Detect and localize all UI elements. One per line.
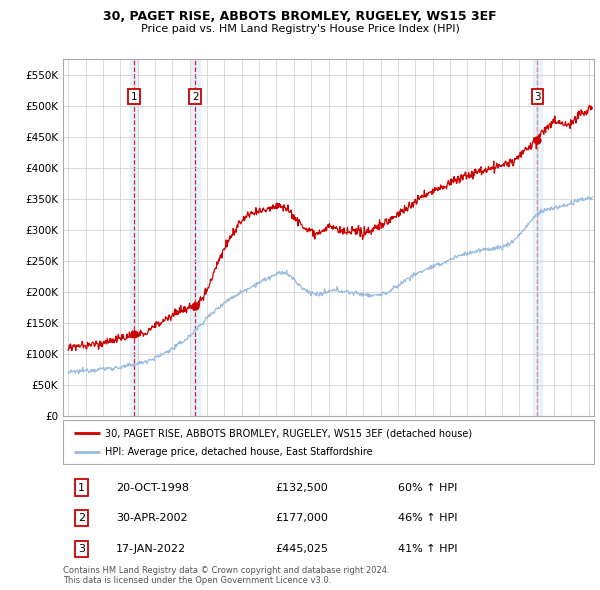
Bar bbox=[191, 59, 200, 416]
FancyBboxPatch shape bbox=[63, 420, 594, 464]
Text: £445,025: £445,025 bbox=[275, 544, 328, 554]
Text: Contains HM Land Registry data © Crown copyright and database right 2024.: Contains HM Land Registry data © Crown c… bbox=[63, 566, 389, 575]
Text: 60% ↑ HPI: 60% ↑ HPI bbox=[398, 483, 457, 493]
Text: £177,000: £177,000 bbox=[275, 513, 328, 523]
Text: HPI: Average price, detached house, East Staffordshire: HPI: Average price, detached house, East… bbox=[106, 447, 373, 457]
Text: 41% ↑ HPI: 41% ↑ HPI bbox=[398, 544, 457, 554]
Text: 30, PAGET RISE, ABBOTS BROMLEY, RUGELEY, WS15 3EF: 30, PAGET RISE, ABBOTS BROMLEY, RUGELEY,… bbox=[103, 10, 497, 23]
Text: 30-APR-2002: 30-APR-2002 bbox=[116, 513, 188, 523]
Text: 1: 1 bbox=[78, 483, 85, 493]
Text: 30, PAGET RISE, ABBOTS BROMLEY, RUGELEY, WS15 3EF (detached house): 30, PAGET RISE, ABBOTS BROMLEY, RUGELEY,… bbox=[106, 428, 473, 438]
Text: 3: 3 bbox=[534, 91, 541, 101]
Text: 46% ↑ HPI: 46% ↑ HPI bbox=[398, 513, 457, 523]
Text: 3: 3 bbox=[78, 544, 85, 554]
Bar bbox=[533, 59, 542, 416]
Text: 2: 2 bbox=[192, 91, 199, 101]
Text: 20-OCT-1998: 20-OCT-1998 bbox=[116, 483, 189, 493]
Text: 17-JAN-2022: 17-JAN-2022 bbox=[116, 544, 186, 554]
Text: This data is licensed under the Open Government Licence v3.0.: This data is licensed under the Open Gov… bbox=[63, 576, 331, 585]
Bar bbox=[130, 59, 139, 416]
Text: £132,500: £132,500 bbox=[275, 483, 328, 493]
Text: 2: 2 bbox=[78, 513, 85, 523]
Text: 1: 1 bbox=[131, 91, 137, 101]
Text: Price paid vs. HM Land Registry's House Price Index (HPI): Price paid vs. HM Land Registry's House … bbox=[140, 25, 460, 34]
